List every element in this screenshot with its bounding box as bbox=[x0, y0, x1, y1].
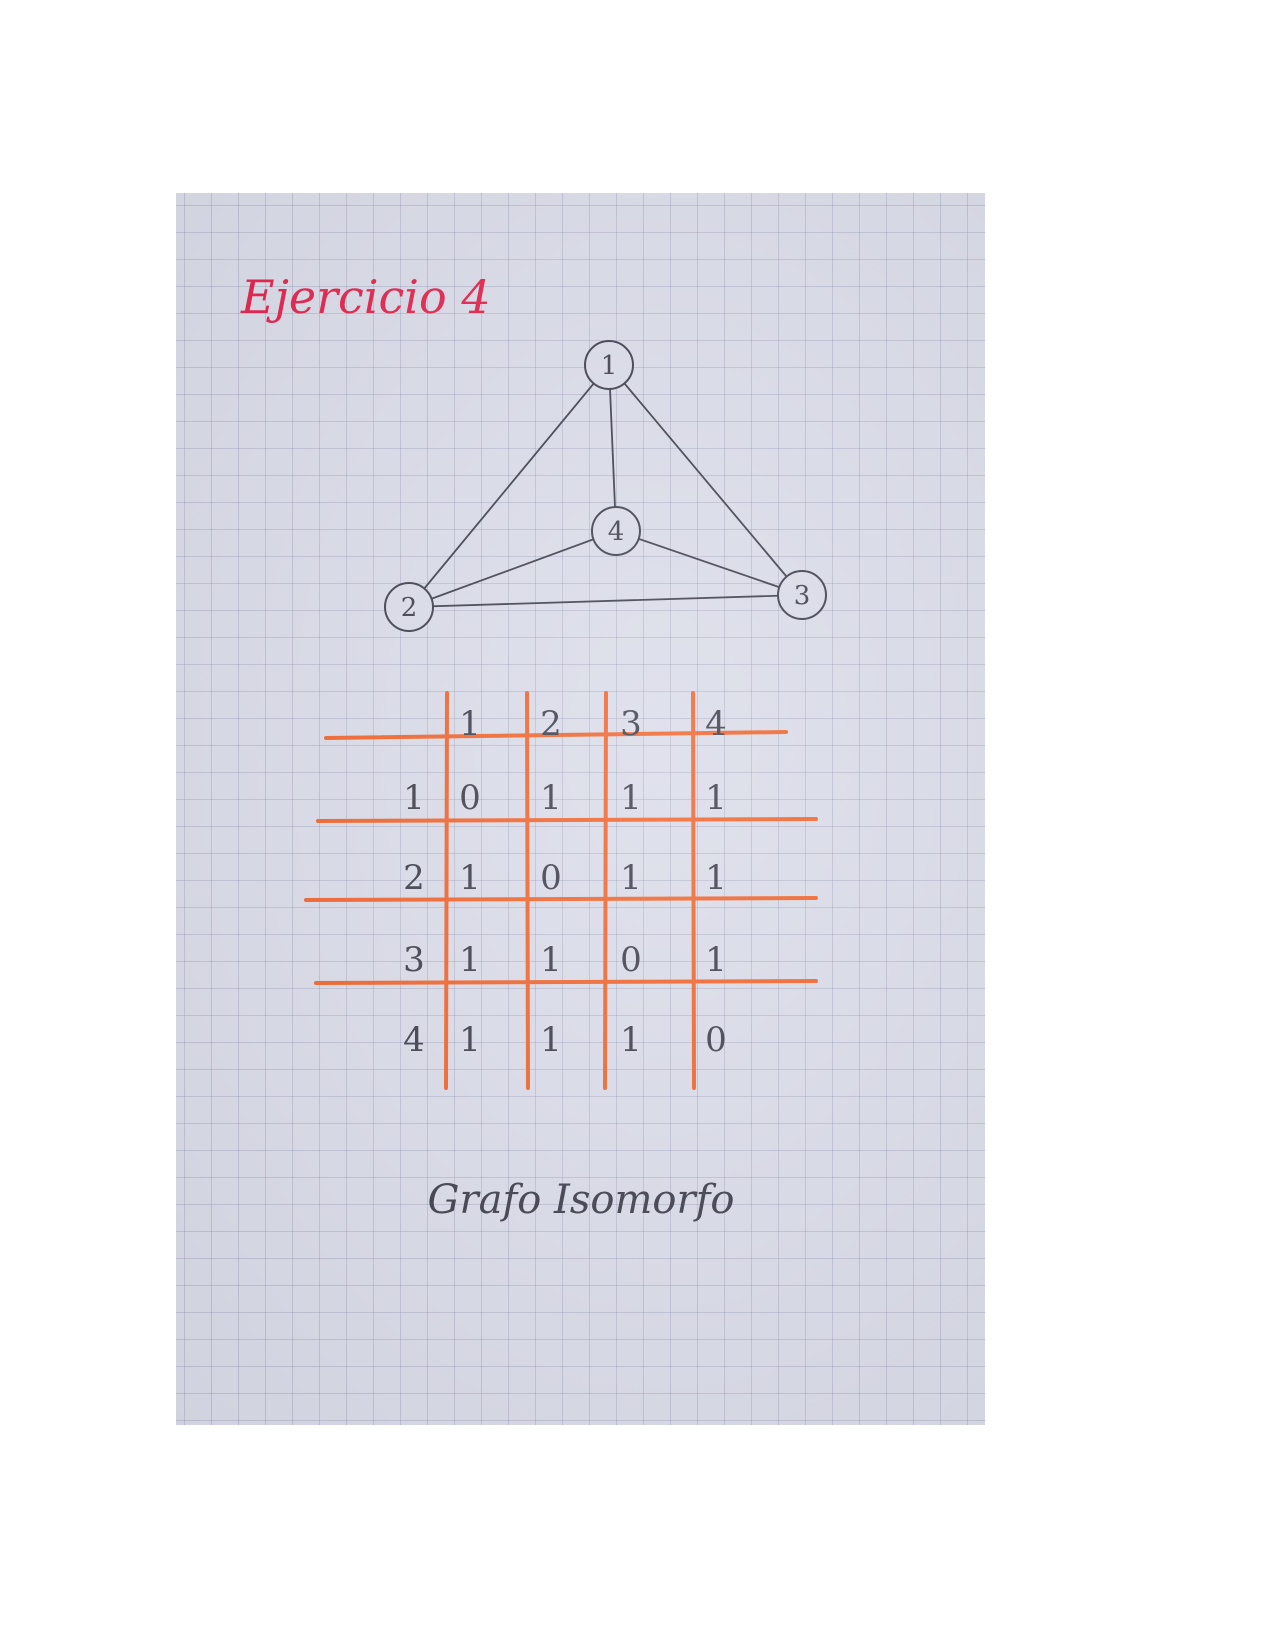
matrix-cell-4-4: 0 bbox=[705, 1020, 727, 1060]
matrix-cell-4-3: 1 bbox=[620, 1020, 642, 1060]
node-label-2: 2 bbox=[401, 593, 418, 623]
edge-4-3 bbox=[615, 530, 803, 596]
row-header-2: 2 bbox=[403, 858, 425, 898]
matrix-cell-3-4: 1 bbox=[705, 940, 727, 980]
matrix-hline-1 bbox=[324, 730, 788, 740]
matrix-cell-3-1: 1 bbox=[459, 940, 481, 980]
row-header-1: 1 bbox=[403, 778, 425, 818]
col-header-1: 1 bbox=[459, 704, 481, 744]
node-2 bbox=[384, 582, 434, 632]
node-label-3: 3 bbox=[794, 581, 811, 611]
matrix-cell-1-1: 0 bbox=[459, 778, 481, 818]
node-3 bbox=[777, 570, 827, 620]
matrix-cell-1-2: 1 bbox=[540, 778, 562, 818]
matrix-vline-1 bbox=[444, 691, 449, 1090]
node-1 bbox=[584, 340, 634, 390]
matrix-cell-2-2: 0 bbox=[540, 858, 562, 898]
matrix-cell-3-3: 0 bbox=[620, 940, 642, 980]
exercise-title: Ejercicio 4 bbox=[240, 270, 491, 324]
col-header-4: 4 bbox=[705, 704, 727, 744]
matrix-cell-4-1: 1 bbox=[459, 1020, 481, 1060]
row-header-3: 3 bbox=[403, 940, 425, 980]
matrix-hline-3 bbox=[304, 896, 818, 902]
graph-edges bbox=[408, 364, 803, 608]
graph-nodes: 1 2 3 4 bbox=[384, 340, 827, 632]
col-header-3: 3 bbox=[620, 704, 642, 744]
col-header-2: 2 bbox=[540, 704, 562, 744]
matrix-cell-2-1: 1 bbox=[459, 858, 481, 898]
matrix-grid bbox=[304, 691, 818, 1090]
edge-4-2 bbox=[408, 530, 617, 608]
matrix-vline-2 bbox=[525, 691, 530, 1090]
edge-1-2 bbox=[408, 364, 610, 608]
matrix-cell-2-4: 1 bbox=[705, 858, 727, 898]
matrix-hline-2 bbox=[316, 817, 818, 823]
matrix-hline-4 bbox=[314, 979, 818, 985]
matrix-vline-4 bbox=[691, 691, 696, 1090]
caption: Grafo Isomorfo bbox=[428, 1177, 735, 1223]
edge-1-3 bbox=[608, 364, 803, 596]
row-header-4: 4 bbox=[403, 1020, 425, 1060]
matrix-cell-1-3: 1 bbox=[620, 778, 642, 818]
matrix-vline-3 bbox=[603, 691, 608, 1090]
matrix-cell-4-2: 1 bbox=[540, 1020, 562, 1060]
edge-2-3 bbox=[408, 594, 803, 608]
matrix-cell-1-4: 1 bbox=[705, 778, 727, 818]
node-4 bbox=[591, 506, 641, 556]
matrix-cell-3-2: 1 bbox=[540, 940, 562, 980]
node-label-1: 1 bbox=[601, 351, 618, 381]
matrix-cell-2-3: 1 bbox=[620, 858, 642, 898]
node-label-4: 4 bbox=[608, 517, 625, 547]
edge-1-4 bbox=[608, 364, 617, 532]
